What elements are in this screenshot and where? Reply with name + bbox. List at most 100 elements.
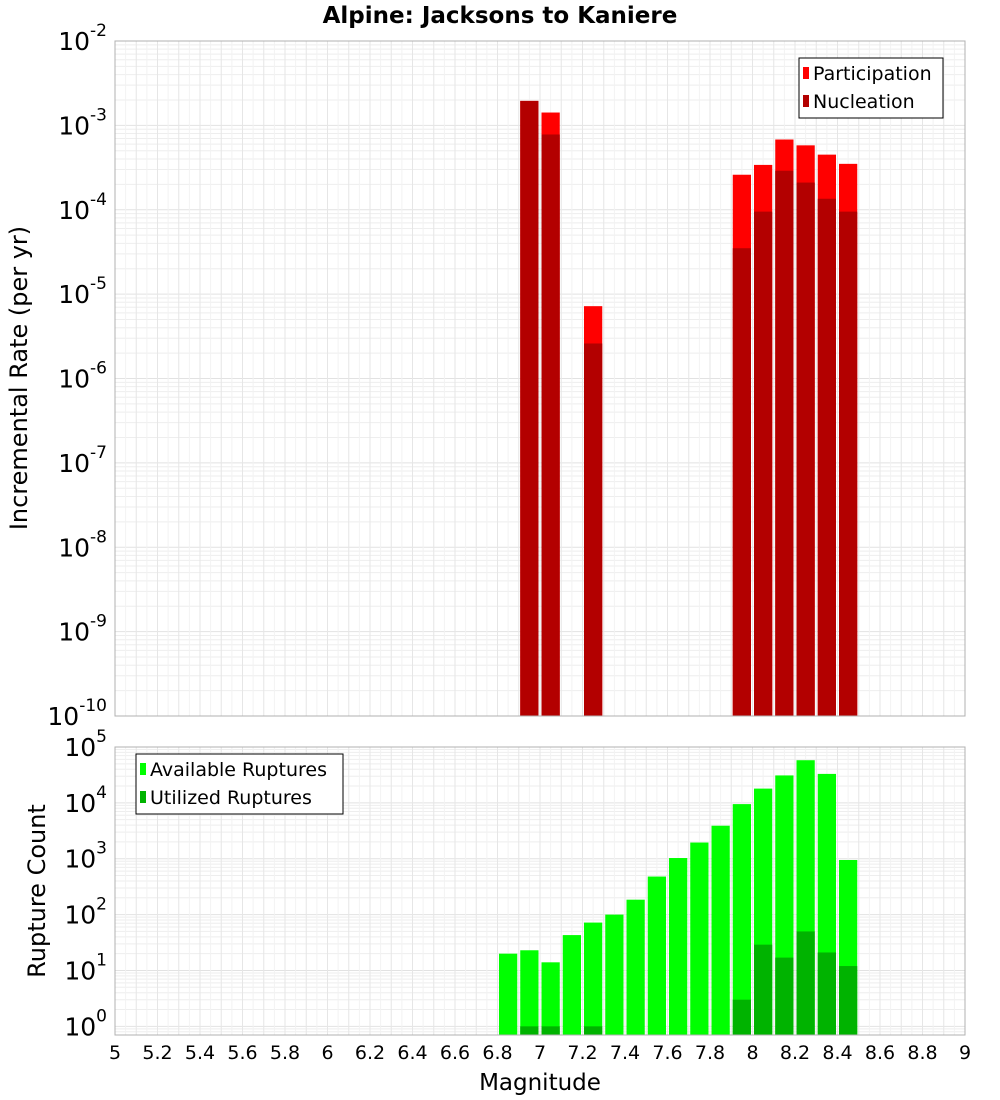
- count-y-tick-label: 104: [64, 783, 107, 818]
- tick-base: 10: [58, 449, 90, 478]
- tick-base: 10: [58, 280, 90, 309]
- x-tick-label: 6.6: [440, 1042, 470, 1064]
- tick-exponent: 2: [96, 895, 107, 915]
- rate-y-tick-label: 10-5: [58, 274, 107, 309]
- rate-bar-nucleation: [732, 248, 751, 717]
- chart-title: Alpine: Jacksons to Kaniere: [323, 3, 678, 29]
- count-y-axis-label: Rupture Count: [23, 804, 51, 978]
- count-bar-available-ruptures: [732, 804, 751, 1035]
- tick-base: 10: [58, 27, 90, 56]
- x-tick-label: 5.8: [270, 1042, 300, 1064]
- tick-exponent: 0: [96, 1006, 107, 1026]
- count-bar-available-ruptures: [541, 962, 560, 1035]
- count-bar-utilized-ruptures: [584, 1026, 603, 1035]
- rate-y-tick-label: 10-10: [47, 696, 107, 731]
- x-tick-label: 5.4: [185, 1042, 215, 1064]
- x-tick-label: 6: [321, 1042, 333, 1064]
- x-tick-label: 7.6: [652, 1042, 682, 1064]
- tick-exponent: -2: [90, 21, 107, 41]
- rate-y-tick-label: 10-9: [58, 612, 107, 647]
- count-y-tick-label: 101: [64, 950, 107, 985]
- x-tick-label: 6.8: [482, 1042, 512, 1064]
- tick-exponent: 1: [96, 950, 107, 970]
- count-legend-label: Utilized Ruptures: [150, 787, 312, 809]
- rate-y-tick-label: 10-2: [58, 21, 107, 56]
- rate-bars: [520, 100, 858, 717]
- count-bar-utilized-ruptures: [541, 1026, 560, 1035]
- x-tick-label: 5: [109, 1042, 121, 1064]
- x-tick-label: 8.8: [907, 1042, 937, 1064]
- rate-legend-swatch: [803, 95, 809, 107]
- tick-exponent: 3: [96, 839, 107, 859]
- x-tick-label: 6.4: [397, 1042, 427, 1064]
- tick-base: 10: [58, 196, 90, 225]
- tick-base: 10: [58, 533, 90, 562]
- x-axis-label: Magnitude: [479, 1070, 601, 1096]
- count-bar-available-ruptures: [711, 825, 730, 1035]
- rate-y-tick-label: 10-7: [58, 443, 107, 478]
- rate-y-tick-label: 10-6: [58, 359, 107, 394]
- tick-base: 10: [58, 618, 90, 647]
- rate-legend-box: [798, 57, 944, 119]
- tick-exponent: -8: [90, 527, 107, 547]
- x-ticks: 5 5.2 5.4 5.6 5.8 6 6.2 6.4 6.6 6.8 7 7.2 7.4 7.6 7.8 8…: [109, 1042, 971, 1064]
- count-legend: Available Ruptures Utilized Ruptures: [135, 753, 344, 815]
- x-tick-label: 8.2: [780, 1042, 810, 1064]
- count-plot-frame: [114, 746, 966, 1036]
- tick-exponent: -4: [90, 190, 107, 210]
- rate-legend: Participation Nucleation: [798, 57, 944, 119]
- tick-base: 10: [64, 733, 96, 762]
- rate-bar-nucleation: [775, 170, 794, 716]
- count-bar-available-ruptures: [605, 914, 624, 1035]
- rate-bar-nucleation: [520, 100, 539, 717]
- rate-y-axis-label: Incremental Rate (per yr): [5, 226, 33, 530]
- tick-base: 10: [64, 901, 96, 930]
- tick-exponent: -7: [90, 443, 107, 463]
- tick-base: 10: [47, 702, 79, 731]
- tick-base: 10: [64, 1012, 96, 1041]
- rate-grid: [114, 40, 966, 717]
- rate-legend-swatch: [803, 67, 809, 79]
- tick-base: 10: [58, 111, 90, 140]
- rate-plot-frame: [114, 40, 966, 717]
- tick-exponent: -5: [90, 274, 107, 294]
- rate-y-tick-label: 10-8: [58, 527, 107, 562]
- x-tick-label: 5.6: [227, 1042, 257, 1064]
- rate-bar-nucleation: [796, 182, 815, 716]
- count-bar-available-ruptures: [562, 935, 581, 1035]
- rate-y-ticks: 10-210-310-410-510-610-710-810-910-10: [47, 21, 107, 731]
- tick-exponent: -10: [79, 696, 107, 716]
- x-tick-label: 7.8: [695, 1042, 725, 1064]
- count-bar-utilized-ruptures: [839, 966, 858, 1035]
- x-tick-label: 7: [534, 1042, 546, 1064]
- tick-exponent: -3: [90, 105, 107, 125]
- rate-legend-label: Participation: [813, 63, 932, 85]
- rate-panel: 10-210-310-410-510-610-710-810-910-10 In…: [5, 21, 966, 731]
- count-bars: [499, 760, 858, 1035]
- x-tick-label: 8.6: [865, 1042, 895, 1064]
- count-y-tick-label: 102: [64, 895, 107, 930]
- tick-exponent: -6: [90, 359, 107, 379]
- tick-base: 10: [64, 845, 96, 874]
- count-bar-utilized-ruptures: [732, 999, 751, 1035]
- count-bar-utilized-ruptures: [775, 957, 794, 1035]
- count-bar-available-ruptures: [626, 899, 645, 1035]
- rate-bar-nucleation: [839, 211, 858, 716]
- count-legend-swatch: [140, 763, 146, 775]
- count-y-tick-label: 100: [64, 1006, 107, 1041]
- rate-bar-nucleation: [584, 343, 603, 716]
- x-tick-label: 9: [959, 1042, 971, 1064]
- tick-exponent: -9: [90, 612, 107, 632]
- count-legend-box: [135, 753, 344, 815]
- count-y-tick-label: 103: [64, 839, 107, 874]
- x-tick-label: 7.2: [567, 1042, 597, 1064]
- tick-exponent: 4: [96, 783, 107, 803]
- rate-bar-nucleation: [754, 211, 773, 716]
- count-legend-label: Available Ruptures: [150, 759, 327, 781]
- count-bar-utilized-ruptures: [520, 1026, 539, 1035]
- count-bar-available-ruptures: [669, 858, 688, 1035]
- x-tick-label: 7.4: [610, 1042, 640, 1064]
